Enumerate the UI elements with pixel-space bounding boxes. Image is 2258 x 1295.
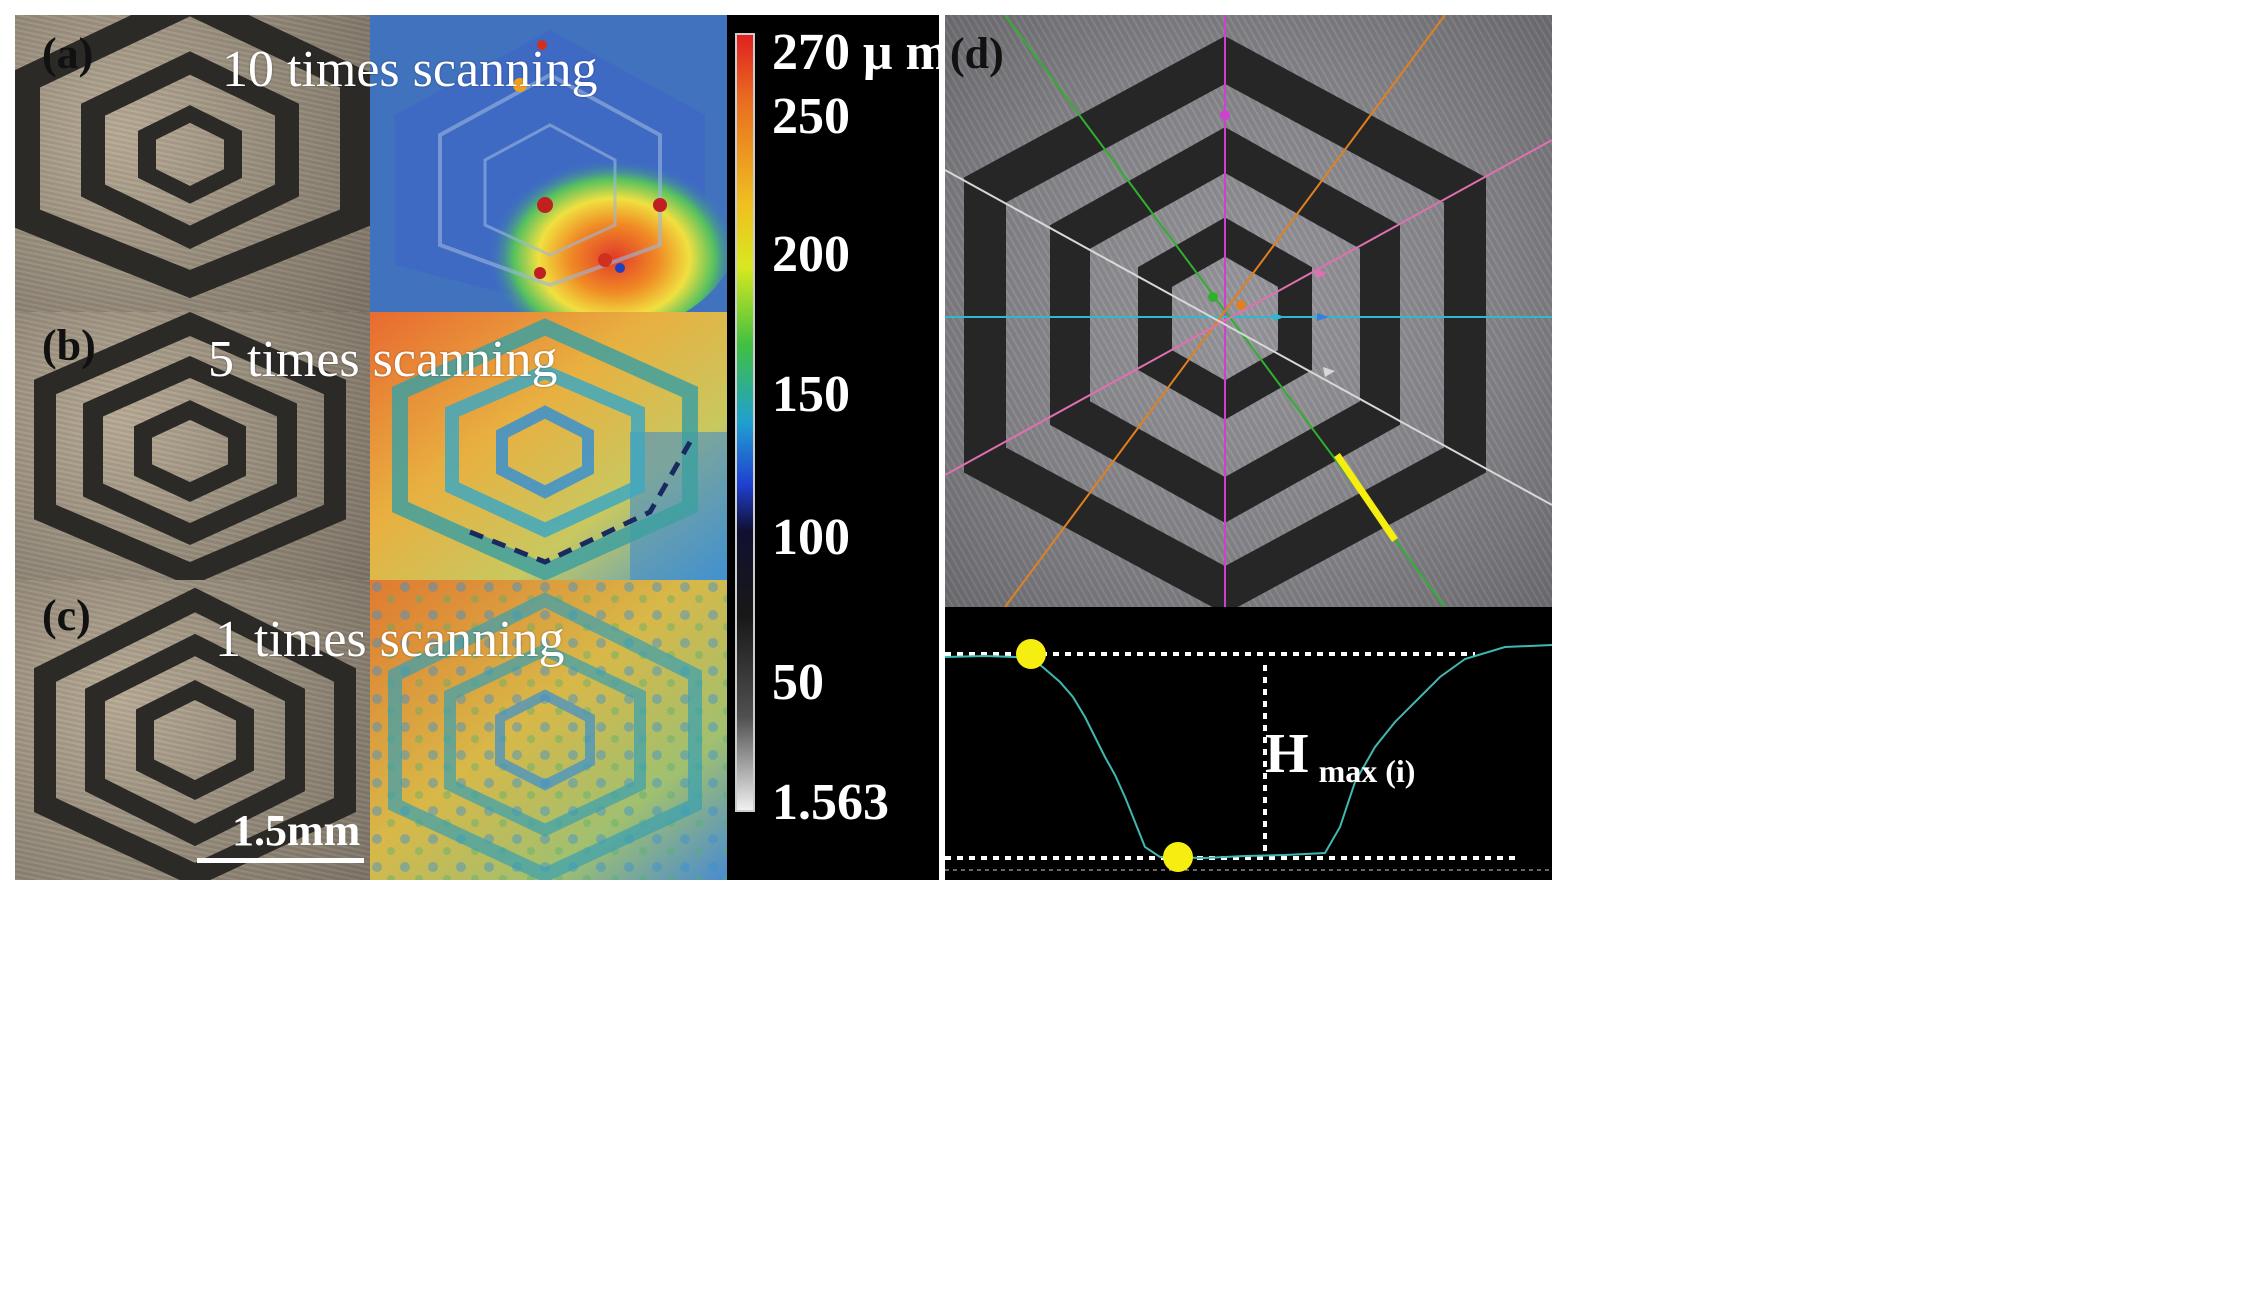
panel-c-label: (c)	[42, 591, 91, 640]
colorbar-tick-270: 270 μ m	[772, 24, 939, 81]
profile-marker-top	[1016, 639, 1046, 669]
colorbar-tick-150: 150	[772, 366, 850, 423]
hmax-label-subscript: max (i)	[1318, 753, 1416, 789]
panel-c-title: 1 times scanning	[215, 611, 565, 668]
panel-b-optical	[15, 312, 370, 580]
hmax-label-h: H	[1265, 723, 1309, 785]
panel-d-measurement-overlay	[945, 15, 1552, 607]
diagonal-line-white	[945, 169, 1552, 506]
hexagon-groove-pattern-a	[15, 15, 370, 299]
hexagon-groove-pattern-b	[34, 312, 346, 580]
panel-d-label: (d)	[950, 29, 1004, 78]
panel-a-label: (a)	[42, 29, 94, 78]
colorbar-gradient	[735, 33, 755, 812]
measurement-segment-yellow	[1334, 453, 1398, 542]
panel-d-optical	[945, 15, 1552, 607]
panel-c-heightmap	[370, 580, 727, 880]
depth-profile-plot	[945, 639, 1552, 872]
panel-c-optical	[15, 580, 370, 880]
panel-d-profile	[945, 607, 1552, 880]
heightmap-b-surface	[370, 312, 727, 580]
panel-b-label: (b)	[42, 321, 96, 370]
colorbar-tick-50: 50	[772, 654, 824, 711]
hexagon-groove-pattern-c	[34, 587, 356, 880]
colorbar-tick-250: 250	[772, 88, 850, 145]
colorbar-tick-1-563: 1.563	[772, 774, 889, 831]
colorbar-tick-200: 200	[772, 226, 850, 283]
scale-bar	[197, 858, 364, 863]
profile-curve	[945, 644, 1552, 860]
panel-a-optical	[15, 15, 370, 312]
profile-marker-bottom	[1163, 842, 1193, 872]
colorbar-panel: 270 μ m 250 200 150 100 50 1.563	[727, 15, 939, 880]
scale-bar-label: 1.5mm	[232, 806, 361, 855]
panel-b-heightmap	[370, 312, 727, 580]
heightmap-c-surface	[370, 580, 727, 880]
diagonal-line-orange	[1004, 15, 1446, 607]
heightmap-a-surface	[370, 15, 727, 312]
panel-a-title: 10 times scanning	[222, 41, 598, 98]
panel-b-title: 5 times scanning	[208, 331, 558, 388]
diagonal-line-pink	[945, 139, 1552, 476]
panel-a-heightmap	[370, 15, 727, 312]
colorbar-tick-100: 100	[772, 509, 850, 566]
